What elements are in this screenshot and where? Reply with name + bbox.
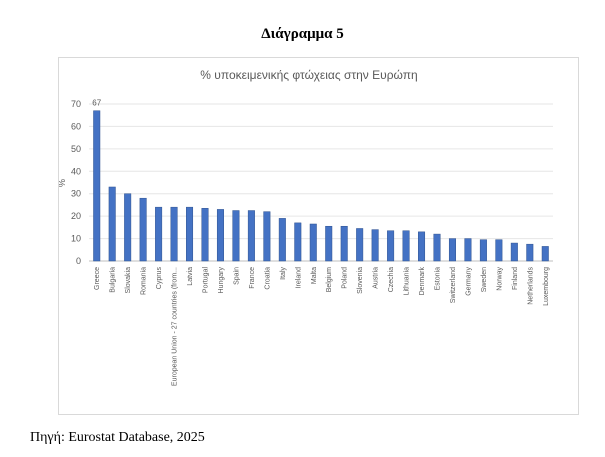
x-tick-label: Poland [342,267,349,289]
y-tick-label: 0 [76,256,81,266]
x-tick-label: Austria [373,267,380,289]
x-axis-ticks: Greece Bulgaria Slovakia Romania Cyprus Europ… [94,267,550,387]
bar [356,228,364,262]
source-note: Πηγή: Eurostat Database, 2025 [30,430,205,445]
bar [186,206,194,262]
y-tick-label: 20 [71,211,81,221]
bar [495,239,503,262]
x-tick-label: Czechia [388,267,395,292]
x-tick-label: Portugal [203,267,210,294]
bar-chart: % υποκειμενικής φτώχειας στην Ευρώπη % 0… [57,68,553,387]
gridlines [89,103,553,262]
bar [247,210,255,262]
x-tick-label: Lithuania [404,267,411,296]
x-tick-label: Malta [311,267,318,284]
y-tick-label: 40 [71,166,81,176]
x-tick-label: Cyprus [156,267,163,290]
x-tick-label: Greece [94,267,101,290]
bar [448,238,456,262]
x-tick-label: Hungary [218,267,225,294]
y-tick-label: 70 [71,99,81,109]
bar [294,222,302,262]
y-tick-label: 60 [71,121,81,131]
bar [155,206,163,262]
x-tick-label: Bulgaria [110,267,117,293]
bars [93,110,549,262]
bar [232,210,240,262]
x-tick-label: European Union - 27 countries (from... [172,267,179,386]
bar [216,209,224,262]
y-tick-label: 10 [71,234,81,244]
bar [418,231,426,262]
chart-container: % υποκειμενικής φτώχειας στην Ευρώπη % 0… [57,57,579,415]
x-tick-label: Germany [465,267,472,296]
x-tick-label: Belgium [326,267,333,292]
x-tick-label: Estonia [435,267,442,290]
x-tick-label: Switzerland [450,267,457,303]
figure-heading: Διάγραμμα 5 [261,26,344,42]
bar [402,230,410,262]
x-tick-label: Luxembourg [543,267,550,306]
bar [526,243,534,262]
bar [387,230,395,262]
data-label: 67 [92,99,101,108]
bar [278,218,286,262]
bar [464,238,472,262]
x-tick-label: Latvia [187,267,194,286]
bar [541,246,549,262]
x-tick-label: Finland [512,267,519,290]
y-tick-label: 30 [71,189,81,199]
x-tick-label: Italy [280,267,287,280]
bar [479,239,487,262]
y-tick-label: 50 [71,144,81,154]
bar [93,110,101,262]
y-axis-label: % [59,179,67,187]
y-axis-ticks: 0 10 20 30 40 50 60 70 [71,99,81,266]
bar [201,208,209,262]
bar [510,242,518,262]
bar [340,225,348,262]
bar [371,229,379,262]
data-labels: 67 [92,99,101,108]
chart-title: % υποκειμενικής φτώχειας στην Ευρώπη [200,68,417,82]
bar [309,223,317,262]
bar [170,206,178,262]
x-tick-label: Norway [496,267,503,291]
x-tick-label: Slovenia [357,267,364,294]
x-tick-label: Spain [233,267,240,285]
x-tick-label: Slovakia [125,267,132,294]
x-tick-label: Romania [141,267,148,295]
bar [325,225,333,262]
x-tick-label: Denmark [419,267,426,296]
x-tick-label: France [249,267,256,289]
bar [124,193,132,262]
bar [263,211,271,262]
bar [108,186,116,262]
x-tick-label: Ireland [295,267,302,289]
bar [139,197,147,262]
x-tick-label: Croatia [264,267,271,290]
x-tick-label: Sweden [481,267,488,292]
x-tick-label: Netherlands [527,267,534,305]
bar [433,233,441,262]
